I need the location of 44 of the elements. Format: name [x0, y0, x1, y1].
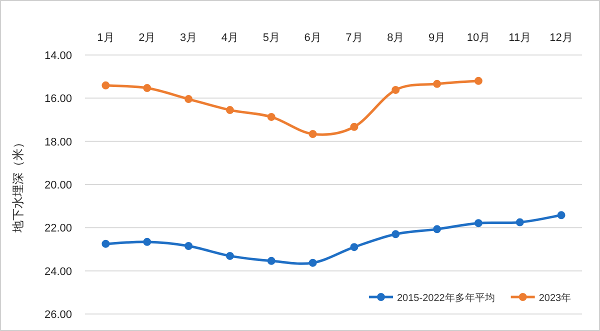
point — [102, 240, 110, 248]
point — [433, 80, 442, 88]
y-tick-label: 16.00 — [44, 93, 72, 106]
x-tick-label: 6月 — [304, 32, 322, 44]
x-tick-label: 7月 — [346, 32, 363, 44]
y-tick-label: 26.00 — [44, 309, 72, 321]
point — [143, 238, 152, 246]
point — [308, 130, 317, 138]
x-tick-label: 8月 — [387, 32, 404, 44]
point — [350, 243, 358, 252]
x-tick-label: 1月 — [97, 32, 114, 44]
x-tick-label: 9月 — [428, 32, 446, 44]
point — [184, 242, 193, 250]
point — [392, 86, 400, 94]
point — [143, 84, 152, 92]
y-tick-label: 20.00 — [44, 180, 72, 192]
x-tick-label: 4月 — [221, 32, 239, 44]
point — [516, 218, 524, 226]
y-tick-label: 24.00 — [44, 266, 72, 278]
point — [102, 81, 110, 90]
point — [267, 112, 276, 121]
legend-label: 2015-2022年多年平均 — [397, 292, 495, 304]
x-tick-label: 5月 — [262, 32, 280, 44]
point — [184, 95, 193, 104]
y-axis-title: 地下水埋深（米） — [11, 136, 25, 234]
x-tick-label: 11月 — [508, 32, 532, 44]
point — [474, 76, 482, 85]
point — [267, 256, 276, 265]
x-tick-label: 10月 — [466, 32, 490, 44]
x-tick-label: 3月 — [180, 32, 198, 44]
x-tick-label: 12月 — [550, 32, 573, 44]
x-tick-label: 2月 — [138, 32, 156, 44]
point — [474, 219, 482, 228]
point — [557, 211, 566, 220]
point — [226, 252, 234, 260]
point — [350, 122, 358, 131]
point — [392, 230, 400, 238]
y-tick-label: 22.00 — [44, 222, 72, 235]
point — [433, 225, 442, 234]
y-tick-label: 14.00 — [44, 50, 72, 62]
point — [308, 258, 317, 267]
y-tick-label: 18.00 — [44, 136, 72, 148]
legend-label: 2023年 — [538, 292, 572, 304]
point — [226, 106, 234, 114]
